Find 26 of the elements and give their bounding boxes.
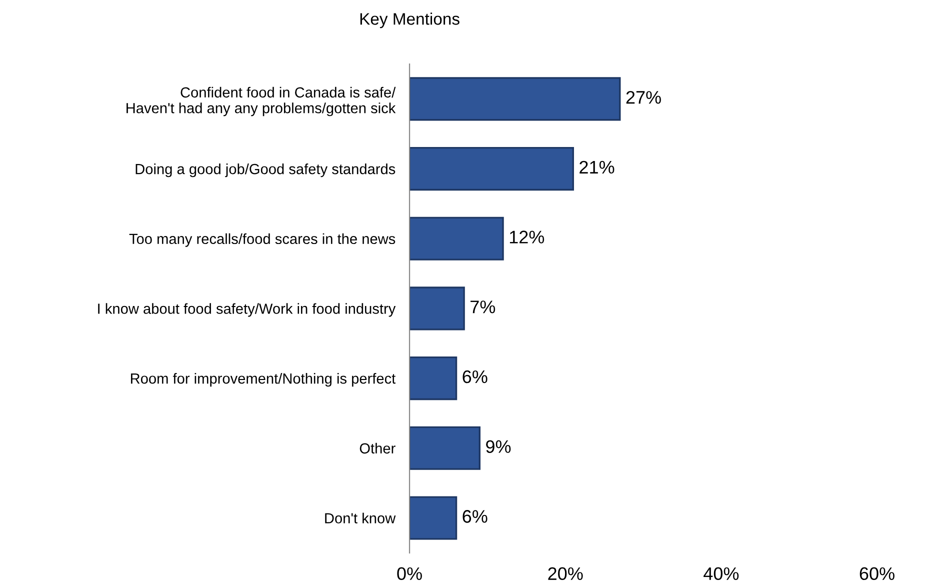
bar [410,356,458,400]
y-tick-label: Don't know [325,512,396,524]
bar [410,496,458,540]
y-tick-label: Room for improvement/Nothing is perfect [131,373,396,387]
data-label: 6% [462,510,488,523]
data-label: 7% [470,300,496,314]
data-label: 21% [580,160,614,174]
y-tick-label: Too many recalls/food scares in the news [129,233,396,247]
y-tick-label: I know about food safety/Work in food industry [98,303,396,317]
y-tick-label: Confident food in Canada is safe/ Haven't had any any problems/gotten sick [126,86,396,116]
bar [410,286,465,330]
chart-title: Key Mentions [360,12,460,28]
bar [410,426,480,470]
data-label: 6% [462,370,488,384]
bar [410,216,504,260]
x-tick-label: 20% [548,567,583,580]
x-tick-label: 0% [397,567,422,580]
x-tick-label: 40% [704,567,739,580]
x-tick-label: 60% [860,567,894,580]
y-tick-label: Doing a good job/Good safety standards [136,163,396,178]
bar [410,77,621,121]
data-label: 12% [510,230,544,244]
bar [410,146,574,191]
y-tick-label: Other [360,442,396,454]
data-label: 9% [486,440,511,453]
data-label: 27% [626,91,661,104]
